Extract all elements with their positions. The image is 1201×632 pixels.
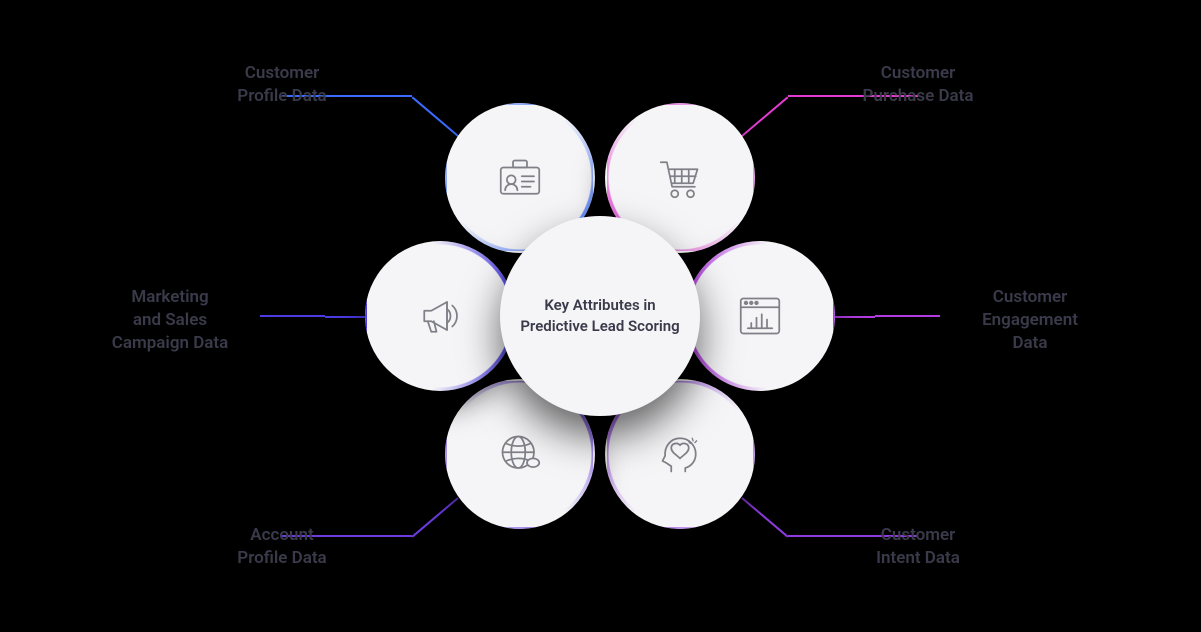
connector-diagonal-customer-profile <box>411 96 458 137</box>
connector-diagonal-customer-engagement <box>835 316 875 318</box>
dashboard-icon <box>728 284 792 348</box>
diagram-canvas: CustomerProfile Data CustomerPurchase Dat… <box>0 0 1201 632</box>
megaphone-icon <box>408 284 472 348</box>
cart-icon <box>648 146 712 210</box>
label-account-profile: AccountProfile Data <box>182 524 382 570</box>
label-customer-engagement: CustomerEngagementData <box>930 286 1130 355</box>
center-circle: Key Attributes in Predictive Lead Scorin… <box>500 216 700 416</box>
globe-icon <box>488 422 552 486</box>
petal-marketing-sales <box>365 241 515 391</box>
connector-diagonal-customer-purchase <box>741 96 788 137</box>
connector-diagonal-account-profile <box>411 497 458 538</box>
id-card-icon <box>488 146 552 210</box>
petal-customer-engagement <box>685 241 835 391</box>
intent-head-icon <box>648 422 712 486</box>
label-customer-intent: CustomerIntent Data <box>818 524 1018 570</box>
label-customer-purchase: CustomerPurchase Data <box>818 62 1018 108</box>
connector-diagonal-marketing-sales <box>325 316 365 318</box>
center-title: Key Attributes in Predictive Lead Scorin… <box>520 295 680 337</box>
label-marketing-sales: Marketingand SalesCampaign Data <box>70 286 270 355</box>
label-customer-profile: CustomerProfile Data <box>182 62 382 108</box>
connector-diagonal-customer-intent <box>741 497 788 538</box>
